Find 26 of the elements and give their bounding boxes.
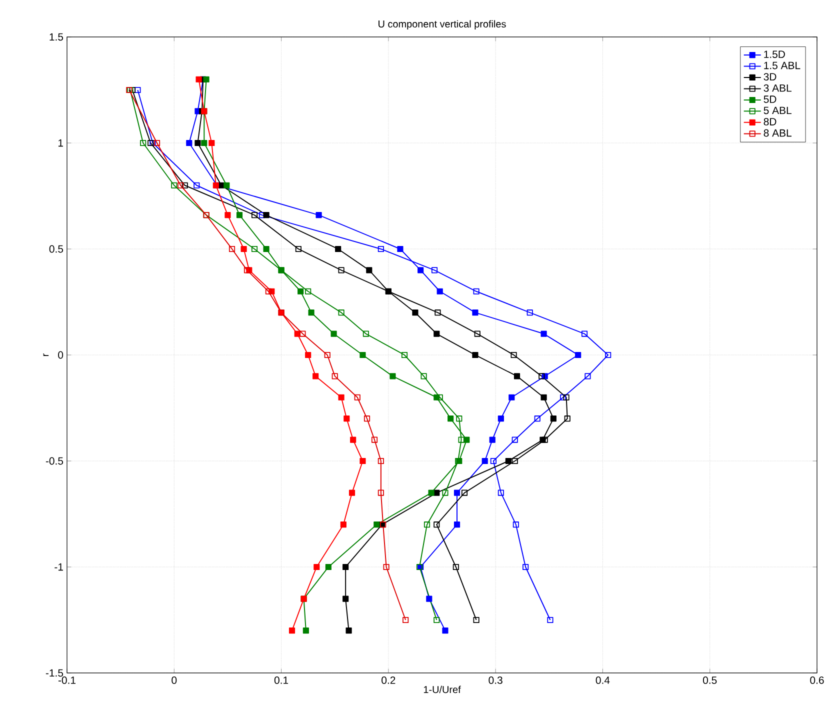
y-tick-label: 0 bbox=[58, 351, 64, 359]
legend-label: 3D bbox=[764, 73, 776, 80]
legend-label: 8 ABL bbox=[764, 129, 792, 137]
legend-label: 5 ABL bbox=[764, 106, 792, 114]
x-tick-label: 0.1 bbox=[274, 676, 288, 684]
y-tick-label: 0.5 bbox=[49, 245, 64, 253]
legend-label: 8D bbox=[764, 118, 776, 126]
x-tick-label: 0.4 bbox=[596, 676, 610, 684]
legend-label: 1.5 ABL bbox=[764, 62, 800, 70]
y-tick-label: 1.5 bbox=[50, 33, 64, 41]
y-tick-label: -1.5 bbox=[46, 669, 64, 677]
y-tick-label: -1 bbox=[54, 563, 63, 571]
y-tick-label: 1 bbox=[58, 139, 63, 147]
legend-label: 1.5D bbox=[764, 50, 785, 58]
x-tick-label: 0.3 bbox=[488, 676, 502, 684]
x-tick-label: 0.6 bbox=[810, 676, 824, 684]
x-axis-title: 1-U/Uref bbox=[424, 686, 461, 694]
legend-label: 5D bbox=[764, 96, 776, 103]
x-tick-label: 0.5 bbox=[703, 676, 717, 684]
x-tick-label: -0.1 bbox=[58, 676, 76, 684]
x-tick-label: 0 bbox=[172, 676, 177, 684]
legend-label: 3 ABL bbox=[764, 84, 792, 92]
x-tick-label: 0.2 bbox=[382, 676, 396, 684]
y-axis-title: r bbox=[43, 353, 49, 356]
y-tick-label: -0.5 bbox=[46, 457, 64, 465]
chart-title: U component vertical profiles bbox=[378, 20, 506, 30]
